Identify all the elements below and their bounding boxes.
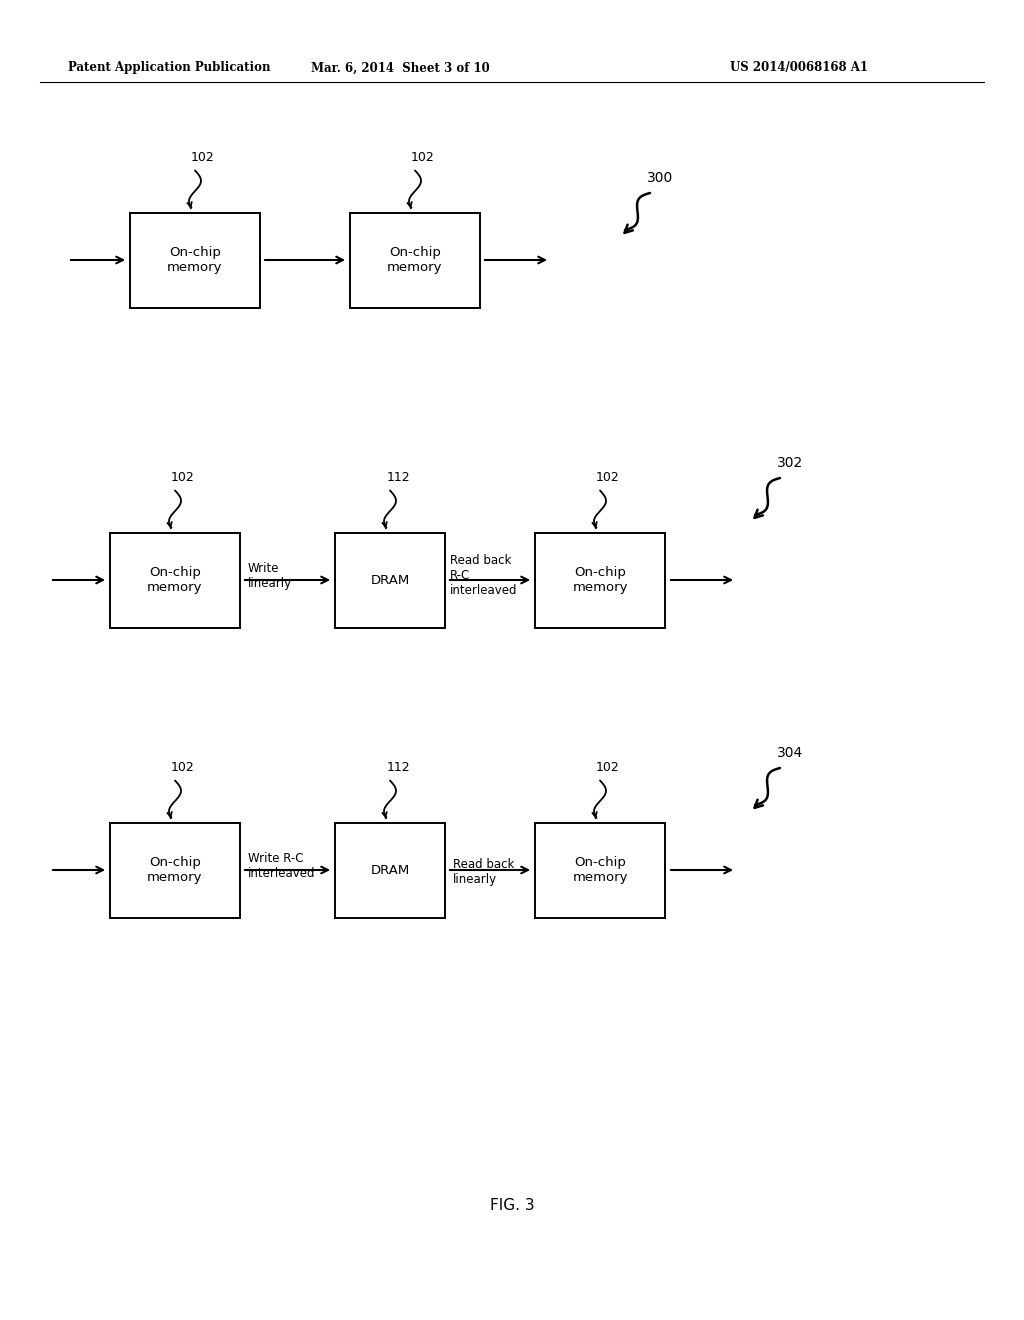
Text: DRAM: DRAM <box>371 573 410 586</box>
Text: DRAM: DRAM <box>371 863 410 876</box>
Bar <box>350 213 480 308</box>
Bar <box>110 532 240 627</box>
Bar <box>535 532 665 627</box>
Text: On-chip
memory: On-chip memory <box>387 246 442 275</box>
Text: 102: 102 <box>191 150 215 164</box>
Text: FIG. 3: FIG. 3 <box>489 1197 535 1213</box>
Text: 102: 102 <box>596 471 620 484</box>
Text: Mar. 6, 2014  Sheet 3 of 10: Mar. 6, 2014 Sheet 3 of 10 <box>310 62 489 74</box>
Text: On-chip
memory: On-chip memory <box>167 246 223 275</box>
Text: 102: 102 <box>411 150 435 164</box>
Text: On-chip
memory: On-chip memory <box>147 855 203 884</box>
Text: Write R-C
interleaved: Write R-C interleaved <box>248 851 315 880</box>
Text: 102: 102 <box>171 762 195 774</box>
Text: Write
linearly: Write linearly <box>248 562 292 590</box>
Bar <box>110 822 240 917</box>
Text: Read back
R-C
interleaved: Read back R-C interleaved <box>450 554 517 597</box>
Bar <box>335 822 445 917</box>
Text: On-chip
memory: On-chip memory <box>572 566 628 594</box>
Text: Patent Application Publication: Patent Application Publication <box>68 62 270 74</box>
Bar <box>335 532 445 627</box>
Bar <box>535 822 665 917</box>
Text: 112: 112 <box>386 471 410 484</box>
Text: On-chip
memory: On-chip memory <box>147 566 203 594</box>
Text: 302: 302 <box>777 455 803 470</box>
Text: 102: 102 <box>596 762 620 774</box>
Text: 112: 112 <box>386 762 410 774</box>
Text: US 2014/0068168 A1: US 2014/0068168 A1 <box>730 62 868 74</box>
Bar <box>130 213 260 308</box>
Text: On-chip
memory: On-chip memory <box>572 855 628 884</box>
Text: Read back
linearly: Read back linearly <box>453 858 514 886</box>
Text: 102: 102 <box>171 471 195 484</box>
Text: 304: 304 <box>777 746 803 760</box>
Text: 300: 300 <box>647 172 673 185</box>
